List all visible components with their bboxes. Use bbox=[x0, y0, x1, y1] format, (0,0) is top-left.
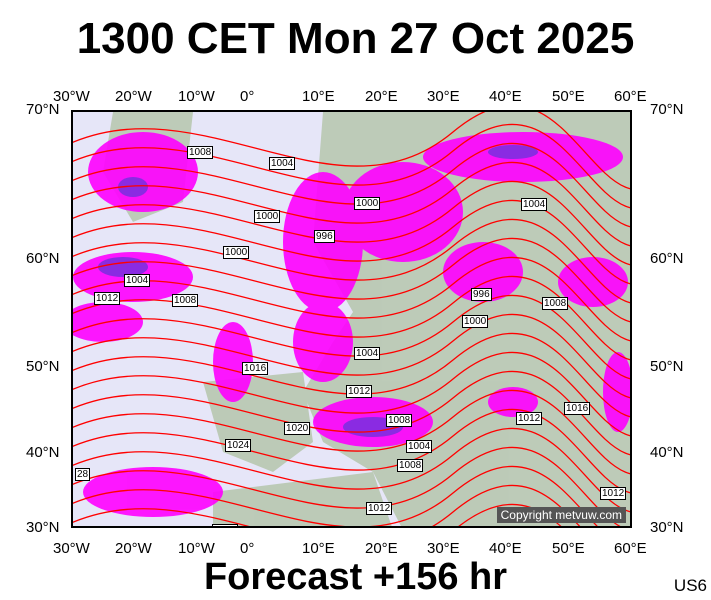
isobar-line bbox=[73, 465, 598, 526]
isobar-label: 28 bbox=[75, 468, 91, 481]
lon-label: 40°E bbox=[489, 540, 522, 557]
lon-label: 10°W bbox=[178, 88, 215, 105]
lon-label: 30°E bbox=[427, 540, 460, 557]
isobar-label: 1012 bbox=[94, 292, 121, 305]
isobar-line bbox=[73, 484, 581, 526]
isobar-label: 1020 bbox=[212, 524, 239, 526]
isobar-label: 1012 bbox=[516, 412, 543, 425]
isobar-label: 1000 bbox=[462, 315, 489, 328]
isobar-line bbox=[73, 237, 630, 323]
map-graphics bbox=[73, 112, 630, 526]
map-code: US6 bbox=[673, 576, 707, 595]
lat-label: 30°N bbox=[26, 519, 60, 536]
lon-label: 10°E bbox=[302, 540, 335, 557]
isobar-label: 1008 bbox=[187, 146, 214, 159]
isobar-line bbox=[73, 256, 630, 342]
lon-label: 60°E bbox=[614, 540, 647, 557]
lon-label: 60°E bbox=[614, 88, 647, 105]
isobar-label: 1004 bbox=[269, 157, 296, 170]
lat-label: 70°N bbox=[26, 101, 60, 118]
lon-label: 50°E bbox=[552, 88, 585, 105]
weather-map: 1008 1004 1000 1000 996 1000 1004 1012 1008 996 10… bbox=[71, 110, 632, 528]
lat-label: 70°N bbox=[650, 101, 684, 118]
isobar-label: 1000 bbox=[254, 210, 281, 223]
isobar-label: 1012 bbox=[600, 487, 627, 500]
lat-label: 50°N bbox=[26, 358, 60, 375]
isobar-label: 1000 bbox=[354, 197, 381, 210]
isobar-line bbox=[73, 180, 630, 266]
lon-label: 50°E bbox=[552, 540, 585, 557]
isobar-label: 1016 bbox=[564, 402, 591, 415]
isobars bbox=[73, 112, 630, 526]
lon-label: 40°E bbox=[489, 88, 522, 105]
isobar-label: 1000 bbox=[223, 246, 250, 259]
isobar-line bbox=[73, 112, 630, 190]
isobar-line bbox=[73, 161, 630, 247]
isobar-label: 1008 bbox=[172, 294, 199, 307]
lat-label: 40°N bbox=[650, 444, 684, 461]
lon-label: 20°E bbox=[365, 88, 398, 105]
isobar-line bbox=[73, 142, 630, 228]
isobar-label: 1012 bbox=[346, 385, 373, 398]
lon-label: 20°W bbox=[115, 88, 152, 105]
lat-label: 60°N bbox=[650, 250, 684, 267]
isobar-line bbox=[73, 218, 630, 304]
isobar-label: 996 bbox=[314, 230, 335, 243]
isobar-label: 1004 bbox=[354, 347, 381, 360]
isobar-line bbox=[73, 294, 630, 380]
isobar-line bbox=[73, 123, 630, 209]
isobar-line bbox=[73, 199, 630, 285]
copyright-notice: Copyright metvuw.com bbox=[496, 507, 626, 523]
lon-label: 20°E bbox=[365, 540, 398, 557]
isobar-line bbox=[73, 389, 630, 475]
isobar-label: 996 bbox=[471, 288, 492, 301]
lon-label: 0° bbox=[240, 88, 255, 105]
lat-label: 50°N bbox=[650, 358, 684, 375]
lon-label: 30°W bbox=[53, 540, 90, 557]
isobar-label: 1004 bbox=[521, 198, 548, 211]
isobar-line bbox=[73, 351, 630, 437]
isobar-label: 1008 bbox=[542, 297, 569, 310]
lat-label: 60°N bbox=[26, 250, 60, 267]
forecast-label: Forecast +156 hr bbox=[203, 556, 508, 598]
isobar-label: 1004 bbox=[406, 440, 433, 453]
lon-label: 30°W bbox=[53, 88, 90, 105]
isobar-label: 1016 bbox=[242, 362, 269, 375]
isobar-line bbox=[73, 332, 630, 418]
isobar-label: 1024 bbox=[225, 439, 252, 452]
lon-label: 0° bbox=[240, 540, 255, 557]
map-title: 1300 CET Mon 27 Oct 2025 bbox=[76, 14, 635, 63]
isobar-label: 1008 bbox=[386, 414, 413, 427]
isobar-label: 1008 bbox=[397, 459, 424, 472]
lat-label: 30°N bbox=[650, 519, 684, 536]
isobar-line bbox=[73, 313, 630, 399]
isobar-label: 1012 bbox=[366, 502, 393, 515]
lon-label: 10°W bbox=[178, 540, 215, 557]
isobar-line bbox=[73, 408, 630, 494]
lon-label: 20°W bbox=[115, 540, 152, 557]
isobar-label: 1020 bbox=[284, 422, 311, 435]
lat-label: 40°N bbox=[26, 444, 60, 461]
isobar-line bbox=[73, 370, 630, 456]
lon-label: 10°E bbox=[302, 88, 335, 105]
lon-label: 30°E bbox=[427, 88, 460, 105]
isobar-label: 1004 bbox=[124, 274, 151, 287]
